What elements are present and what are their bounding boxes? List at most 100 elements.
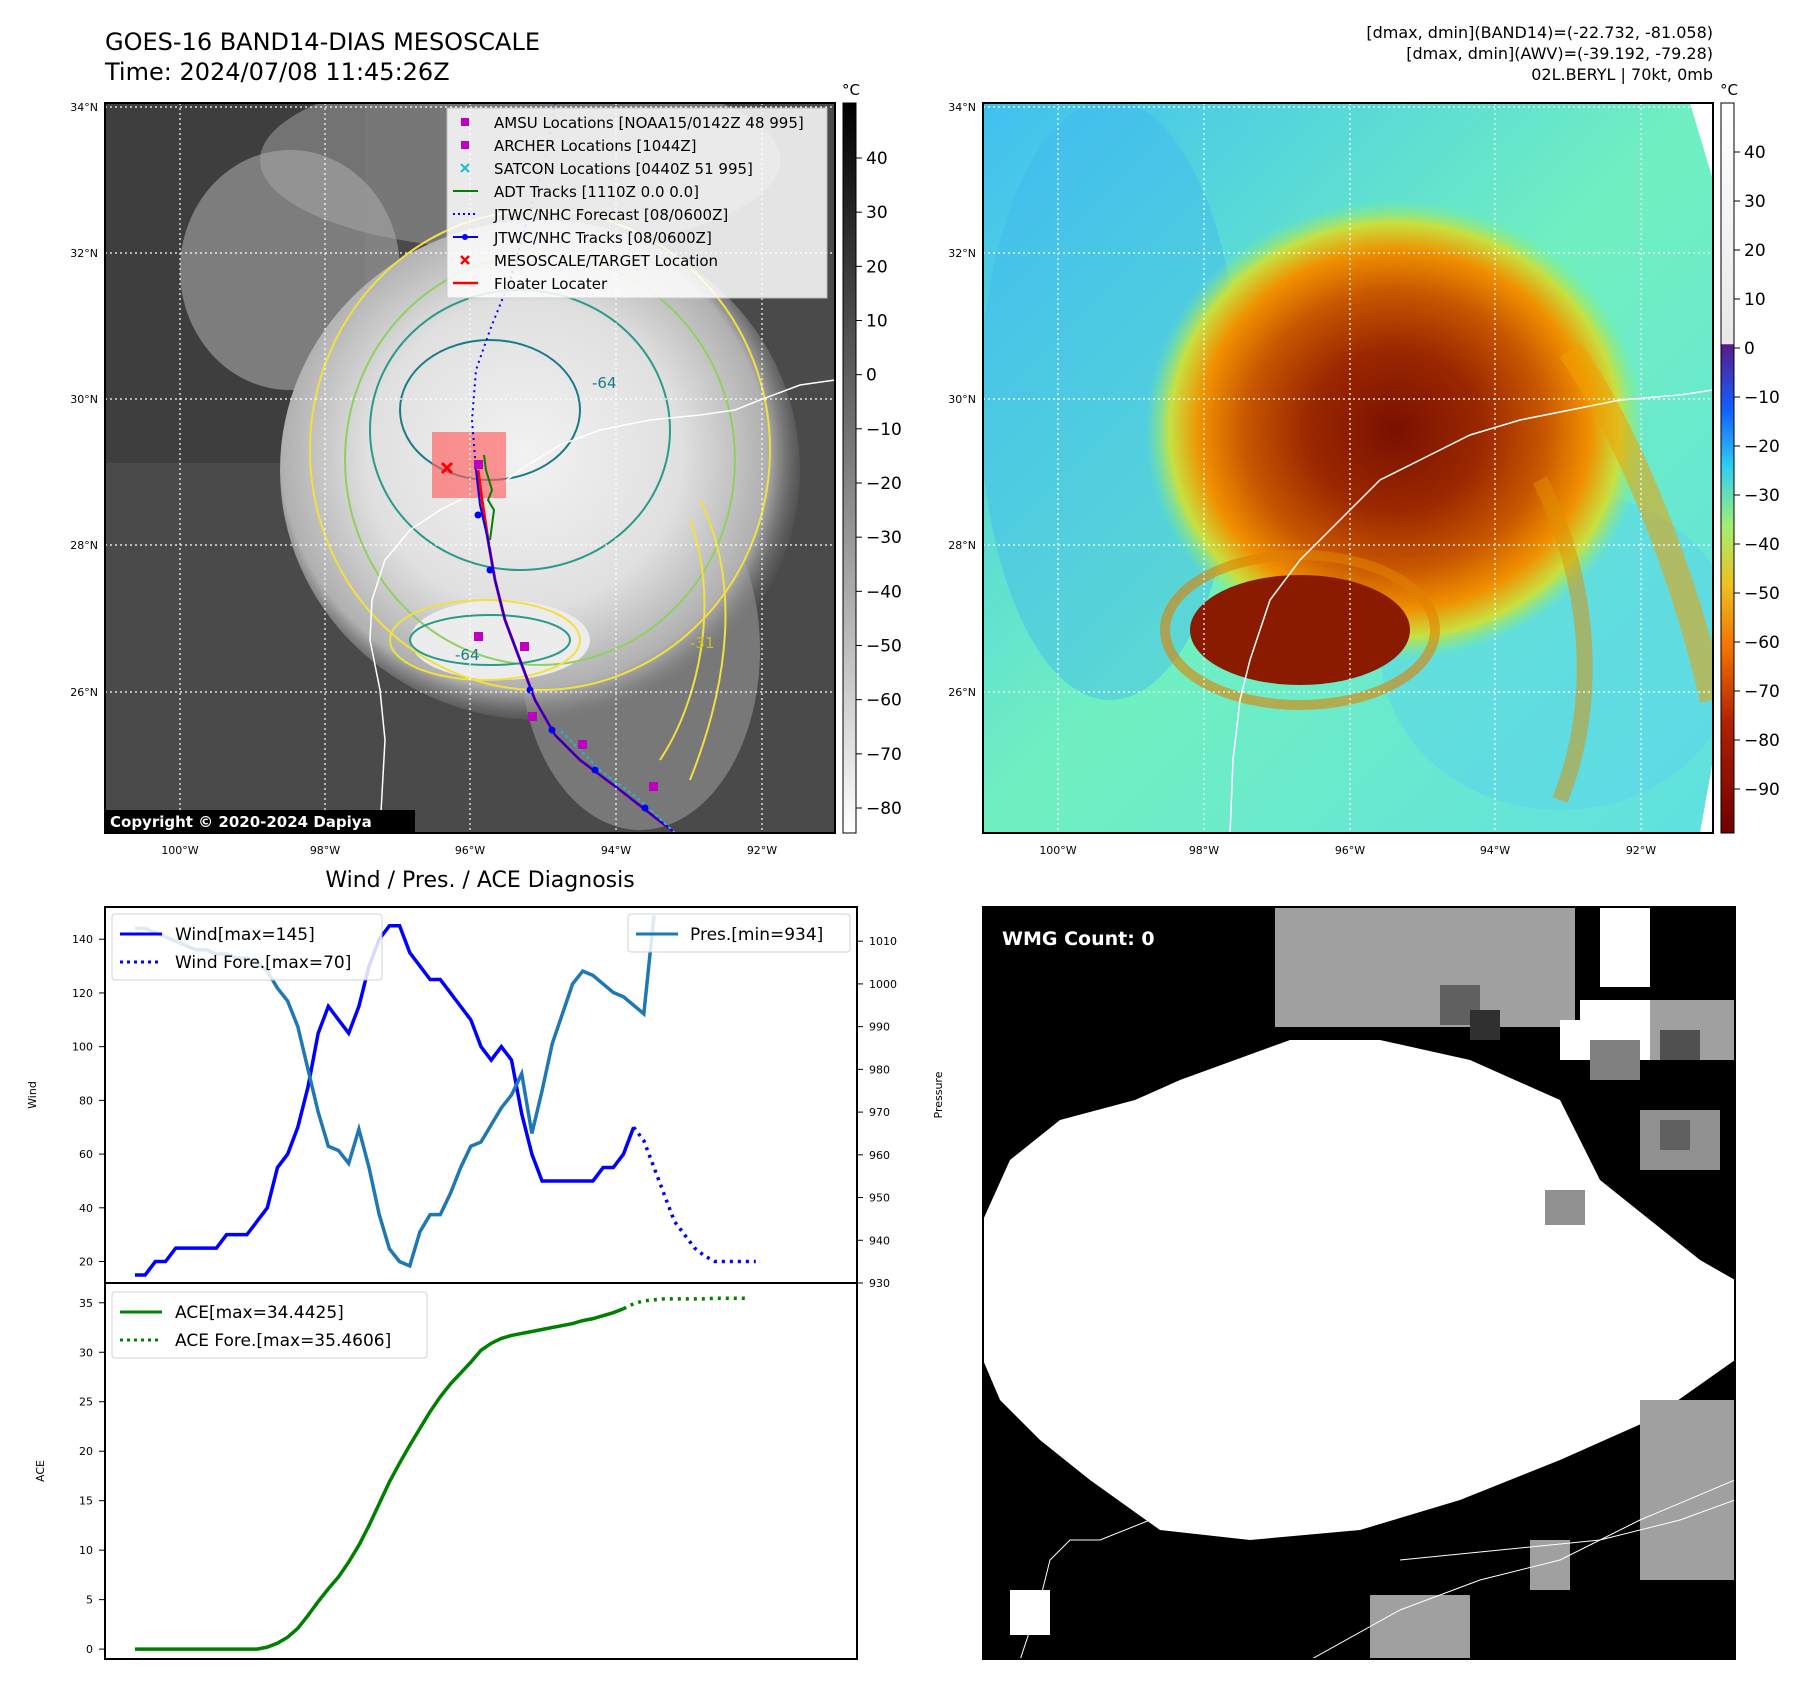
ace-series-line — [135, 1307, 625, 1651]
stats-line-band14: [dmax, dmin](BAND14)=(-22.732, -81.058) — [1366, 23, 1713, 42]
legend-ace-forecast: ACE Fore.[max=35.4606] — [175, 1331, 391, 1351]
contour-label: -64 — [455, 646, 480, 664]
ace-legend: ACE[max=34.4425] ACE Fore.[max=35.4606] — [111, 1291, 428, 1359]
colorbar-tick-label: −20 — [866, 474, 902, 494]
colorbar-tick-label: 30 — [866, 203, 888, 223]
ace-forecast-series-line — [622, 1296, 746, 1311]
wind-axis-label: Wind — [26, 1081, 39, 1109]
colorbar-tick-label: 40 — [1744, 143, 1766, 163]
legend-item-floater: Floater Locater — [494, 275, 608, 293]
lat-label: 28°N — [70, 539, 98, 552]
lat-label: 30°N — [948, 393, 976, 406]
legend-item-archer: ARCHER Locations [1044Z] — [494, 137, 697, 155]
pressure-tick-label: 980 — [869, 1063, 890, 1076]
pressure-legend: Pres.[min=934] — [627, 913, 851, 953]
ace-tick-label: 10 — [79, 1544, 93, 1557]
colorbar-tick-label: −10 — [866, 420, 902, 440]
lon-label: 96°W — [455, 844, 485, 857]
legend-item-forecast: JTWC/NHC Forecast [08/0600Z] — [493, 206, 728, 224]
ace-tick-label: 15 — [79, 1495, 93, 1508]
ir-map-panel: -64 -64 -31 — [105, 103, 835, 833]
colorbar-unit: °C — [1720, 81, 1738, 99]
pressure-tick-label: 1010 — [869, 935, 897, 948]
stats-line-awv: [dmax, dmin](AWV)=(-39.192, -79.28) — [1406, 44, 1713, 63]
colorbar-tick-label: −50 — [866, 637, 902, 657]
ace-tick-label: 25 — [79, 1396, 93, 1409]
colorbar-tick-label: 10 — [1744, 290, 1766, 310]
grayscale-colorbar — [842, 102, 857, 834]
colorbar-tick-label: −70 — [1744, 682, 1780, 702]
wind-tick-label: 140 — [72, 933, 93, 946]
pressure-tick-label: 990 — [869, 1021, 890, 1034]
pressure-tick-label: 970 — [869, 1106, 890, 1119]
colorbar-tick-label: −40 — [866, 582, 902, 602]
lon-label: 92°W — [747, 844, 777, 857]
wind-tick-label: 100 — [72, 1041, 93, 1054]
wind-forecast-series-line — [632, 1126, 756, 1264]
lat-label: 26°N — [948, 686, 976, 699]
colorbar-tick-label: 0 — [866, 366, 877, 386]
colorbar-tick-label: 0 — [1744, 339, 1755, 359]
grayscale-colorbar-ticks: 40 30 20 10 0 −10 −20 −30 −40 −50 −60 −70 −80 — [856, 149, 902, 819]
ace-tick-label: 30 — [79, 1346, 93, 1359]
pressure-tick-label: 940 — [869, 1234, 890, 1247]
figure-title: GOES-16 BAND14-DIAS MESOSCALE — [105, 28, 540, 56]
legend-item-satcon: SATCON Locations [0440Z 51 995] — [494, 160, 753, 178]
lat-label: 30°N — [70, 393, 98, 406]
colorbar-tick-label: −30 — [866, 528, 902, 548]
wind-legend: Wind[max=145] Wind Fore.[max=70] — [111, 913, 383, 981]
legend-item-tracks: JTWC/NHC Tracks [08/0600Z] — [493, 229, 712, 247]
wind-series-line — [135, 924, 636, 1277]
ace-tick-label: 35 — [79, 1297, 93, 1310]
lat-label: 32°N — [948, 247, 976, 260]
color-ir-map-panel — [983, 103, 1713, 833]
legend-ace: ACE[max=34.4425] — [175, 1303, 344, 1323]
lon-label: 100°W — [161, 844, 198, 857]
colorbar-tick-label: −30 — [1744, 486, 1780, 506]
wmg-count-label: WMG Count: 0 — [1002, 928, 1155, 950]
ace-tick-label: 20 — [79, 1445, 93, 1458]
lat-label: 34°N — [948, 101, 976, 114]
colorbar-tick-label: 30 — [1744, 192, 1766, 212]
wind-tick-label: 40 — [79, 1202, 93, 1215]
pressure-tick-label: 930 — [869, 1277, 890, 1290]
lat-label: 28°N — [948, 539, 976, 552]
colorbar-tick-label: −40 — [1744, 535, 1780, 555]
ace-tick-label: 0 — [86, 1643, 93, 1656]
lon-label: 92°W — [1626, 844, 1656, 857]
colorbar-tick-label: −80 — [1744, 731, 1780, 751]
lat-label: 32°N — [70, 247, 98, 260]
colorbar-tick-label: 40 — [866, 149, 888, 169]
lon-label: 96°W — [1335, 844, 1365, 857]
colorbar-tick-label: −10 — [1744, 388, 1780, 408]
colorbar-tick-label: 10 — [866, 312, 888, 332]
lat-label: 34°N — [70, 101, 98, 114]
contour-label: -64 — [592, 374, 617, 392]
colorbar-tick-label: −60 — [1744, 633, 1780, 653]
legend-wind-forecast: Wind Fore.[max=70] — [175, 953, 351, 973]
wind-tick-label: 120 — [72, 987, 93, 1000]
legend-item-amsu: AMSU Locations [NOAA15/0142Z 48 995] — [494, 114, 804, 132]
lat-label: 26°N — [70, 686, 98, 699]
colorbar-tick-label: 20 — [866, 257, 888, 277]
lon-label: 94°W — [601, 844, 631, 857]
figure-time: Time: 2024/07/08 11:45:26Z — [104, 58, 450, 86]
wind-tick-label: 20 — [79, 1256, 93, 1269]
wind-tick-label: 80 — [79, 1094, 93, 1107]
legend-item-adt: ADT Tracks [1110Z 0.0 0.0] — [494, 183, 699, 201]
copyright-text: Copyright © 2020-2024 Dapiya — [110, 813, 372, 831]
legend-item-target: MESOSCALE/TARGET Location — [494, 252, 718, 270]
legend-wind: Wind[max=145] — [175, 925, 315, 945]
contour-label: -31 — [690, 634, 715, 652]
pressure-tick-label: 960 — [869, 1149, 890, 1162]
wind-tick-label: 60 — [79, 1148, 93, 1161]
pressure-axis-label: Pressure — [932, 1071, 945, 1118]
lon-label: 94°W — [1480, 844, 1510, 857]
colorbar-tick-label: 20 — [1744, 241, 1766, 261]
colorbar-tick-label: −70 — [866, 745, 902, 765]
colorbar-tick-label: −80 — [866, 799, 902, 819]
colorbar-tick-label: −60 — [866, 691, 902, 711]
colorbar-tick-label: −50 — [1744, 584, 1780, 604]
wmg-panel: WMG Count: 0 — [983, 907, 1735, 1659]
storm-info: 02L.BERYL | 70kt, 0mb — [1531, 65, 1713, 84]
